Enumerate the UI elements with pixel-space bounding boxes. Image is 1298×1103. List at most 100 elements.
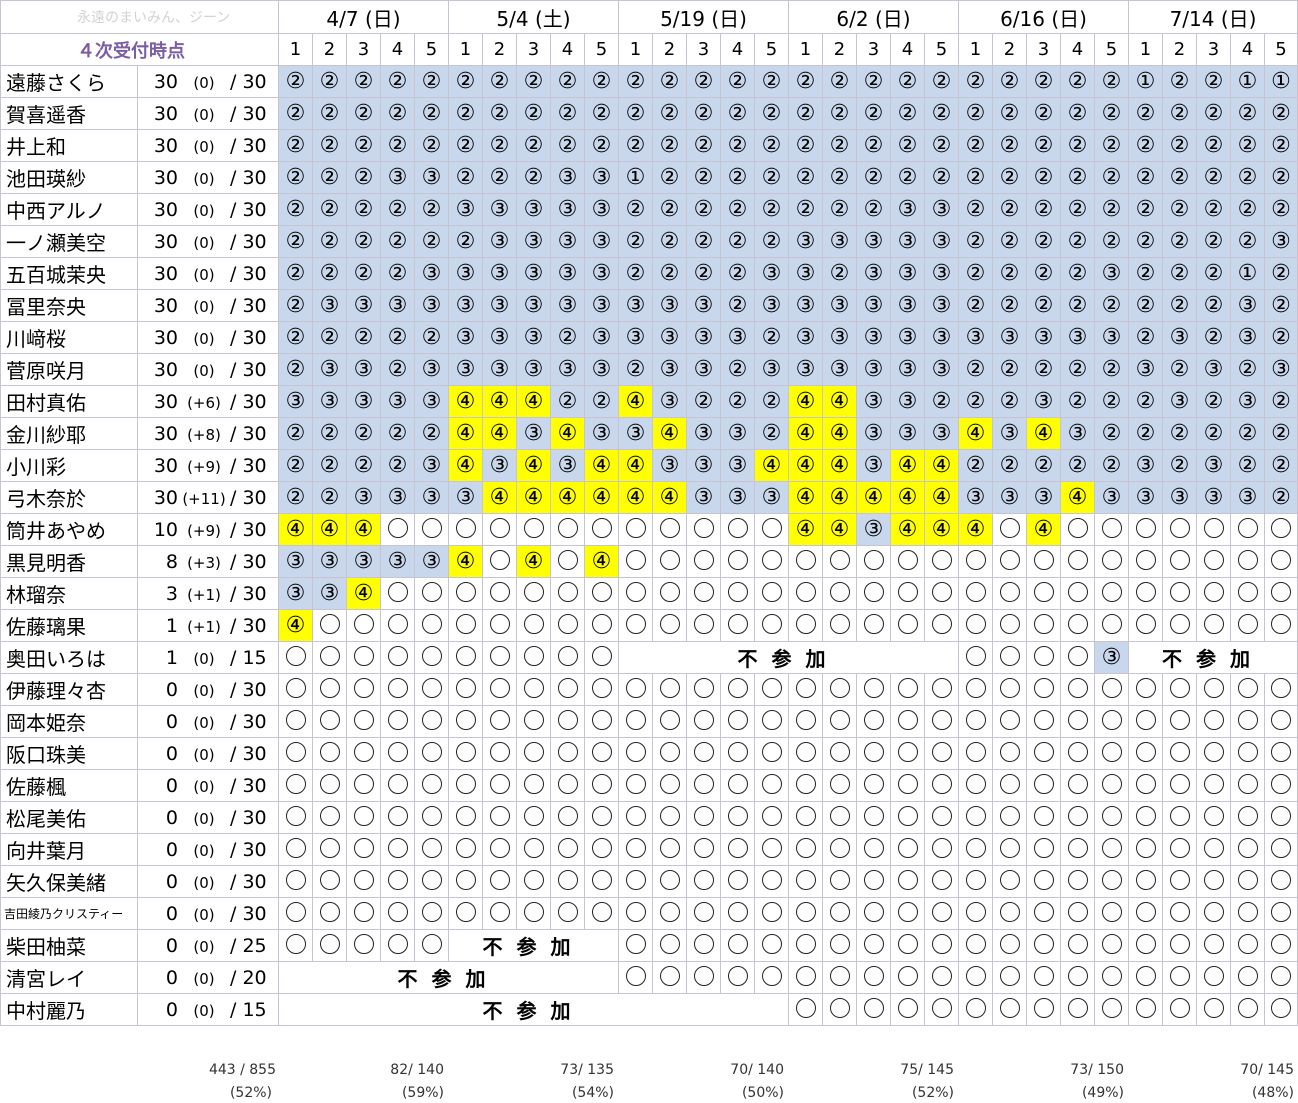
empty-circle-icon <box>1067 742 1088 762</box>
round-3-icon: ③ <box>285 549 306 574</box>
sold-round-cell: ① <box>1128 65 1163 98</box>
round-2-icon: ② <box>1135 197 1156 222</box>
round-3-icon: ③ <box>829 357 850 382</box>
empty-circle-icon <box>319 806 340 826</box>
empty-circle-icon <box>1135 582 1156 602</box>
sold-delta: (0) <box>193 841 215 860</box>
round-2-icon: ② <box>1237 197 1258 222</box>
open-slot-cell <box>380 609 415 642</box>
open-slot-cell <box>720 897 755 930</box>
open-slot-cell <box>584 641 619 674</box>
open-slot-cell <box>958 897 993 930</box>
open-slot-cell <box>550 545 585 578</box>
round-2-icon: ② <box>693 133 714 158</box>
sold-summary: 0 (0)/ 30 <box>137 833 279 866</box>
empty-circle-icon <box>1101 998 1122 1018</box>
round-2-icon: ② <box>897 165 918 190</box>
round-2-icon: ② <box>727 389 748 414</box>
empty-circle-icon <box>931 550 952 570</box>
round-2-icon: ② <box>1169 453 1190 478</box>
open-slot-cell <box>992 865 1027 898</box>
open-slot-cell <box>788 737 823 770</box>
round-2-icon: ② <box>999 293 1020 318</box>
sold-count: 0 <box>165 934 178 957</box>
round-2-icon: ② <box>727 357 748 382</box>
empty-circle-icon <box>625 934 646 954</box>
empty-circle-icon <box>1067 710 1088 730</box>
round-3-icon: ③ <box>557 165 578 190</box>
sold-round-cell: ② <box>346 321 381 354</box>
empty-circle-icon <box>1237 838 1258 858</box>
open-slot-cell <box>618 545 653 578</box>
sold-round-cell: ② <box>312 193 347 226</box>
member-name: 佐藤璃果 <box>0 609 138 642</box>
empty-circle-icon <box>999 646 1020 666</box>
open-slot-cell <box>346 833 381 866</box>
round-4-icon: ④ <box>897 485 918 510</box>
sold-count: 0 <box>165 902 178 925</box>
empty-circle-icon <box>421 518 442 538</box>
round-3-icon: ③ <box>1271 229 1291 254</box>
round-3-icon: ③ <box>387 389 408 414</box>
part-number: 1 <box>618 33 653 66</box>
empty-circle-icon <box>897 614 918 634</box>
sold-round-cell: ② <box>1196 289 1231 322</box>
sold-count: 0 <box>165 710 178 733</box>
empty-circle-icon <box>455 742 476 762</box>
open-slot-cell <box>1264 769 1298 802</box>
member-row: 冨里奈央 30 (0)/ 30 ② ③ ③ ③ ③ ③ ③ ③ ③ ③ ③ ③ ③ ② ③ ③ ③ ③ ③ ③ ② ② ② ② ② ② ②… <box>0 289 1298 322</box>
open-slot-cell <box>1230 993 1265 1026</box>
open-slot-cell <box>1264 833 1298 866</box>
round-3-icon: ③ <box>795 229 816 254</box>
empty-circle-icon <box>1237 742 1258 762</box>
round-2-icon: ② <box>557 69 578 94</box>
open-slot-cell <box>312 609 347 642</box>
part-number: 5 <box>414 33 449 66</box>
empty-circle-icon <box>285 774 306 794</box>
open-slot-cell <box>1230 833 1265 866</box>
sold-round-cell: ② <box>482 65 517 98</box>
member-name: 柴田柚菜 <box>0 929 138 962</box>
part-number: 4 <box>1060 33 1095 66</box>
round-4-icon: ④ <box>931 453 952 478</box>
sold-round-cell: ③ <box>312 289 347 322</box>
open-slot-cell <box>1094 929 1129 962</box>
sold-round-cell: ② <box>958 193 993 226</box>
sold-round-cell: ③ <box>414 481 449 514</box>
open-slot-cell <box>414 705 449 738</box>
open-slot-cell <box>686 801 721 834</box>
sold-round-cell: ④ <box>788 481 823 514</box>
empty-circle-icon <box>1033 774 1054 794</box>
sold-round-cell: ③ <box>482 353 517 386</box>
empty-circle-icon <box>319 774 340 794</box>
empty-circle-icon <box>387 902 408 922</box>
member-row: 奥田いろは 1 (0)/ 15 不参加 ③ 不参加 <box>0 641 1298 674</box>
sold-round-cell: ② <box>1060 449 1095 482</box>
empty-circle-icon <box>1271 678 1291 698</box>
sold-round-cell: ④ <box>822 385 857 418</box>
round-2-icon: ② <box>1203 69 1224 94</box>
round-4-icon: ④ <box>591 453 612 478</box>
round-3-icon: ③ <box>591 165 612 190</box>
sold-round-cell: ③ <box>312 577 347 610</box>
sold-round-cell: ③ <box>856 257 891 290</box>
sold-round-cell: ③ <box>1230 289 1265 322</box>
sold-delta: (+1) <box>187 585 221 604</box>
empty-circle-icon <box>931 582 952 602</box>
sold-round-cell: ③ <box>890 321 925 354</box>
empty-circle-icon <box>965 678 986 698</box>
open-slot-cell <box>992 705 1027 738</box>
part-number: 3 <box>686 33 721 66</box>
empty-circle-icon <box>319 614 340 634</box>
round-4-icon: ④ <box>625 453 646 478</box>
open-slot-cell <box>1026 929 1061 962</box>
sold-round-cell: ② <box>856 161 891 194</box>
open-slot-cell <box>1128 545 1163 578</box>
sold-count: 8 <box>165 550 178 573</box>
open-slot-cell <box>1162 993 1197 1026</box>
member-row: 阪口珠美 0 (0)/ 30 <box>0 737 1298 770</box>
empty-circle-icon <box>455 806 476 826</box>
round-2-icon: ② <box>931 69 952 94</box>
empty-circle-icon <box>285 646 306 666</box>
round-2-icon: ② <box>625 101 646 126</box>
